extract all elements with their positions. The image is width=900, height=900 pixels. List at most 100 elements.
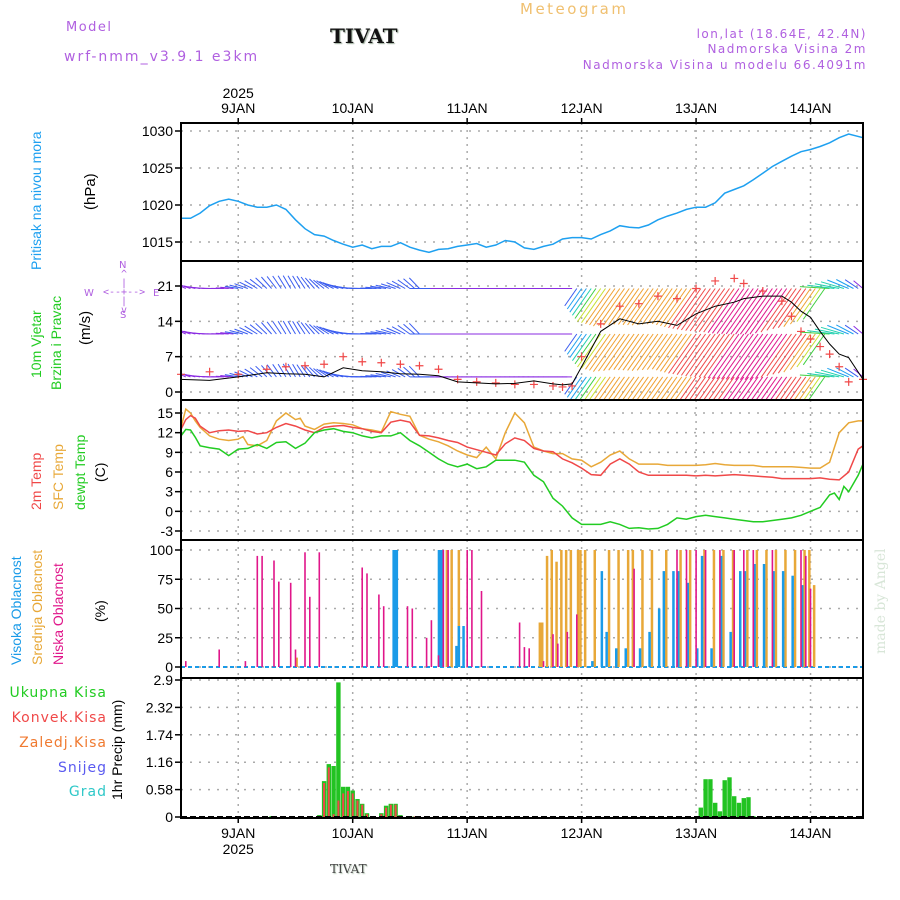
wind-arrow <box>386 282 401 289</box>
mid-cloud-bar <box>295 657 298 667</box>
wind-arrow <box>266 364 277 378</box>
y-tick-label: 75 <box>157 571 173 587</box>
conv-precip-bar <box>394 804 397 817</box>
high-cloud-bar <box>743 571 747 667</box>
mid-cloud-bar <box>617 550 620 667</box>
wind-arrow <box>316 325 330 335</box>
legend-snow: Snijeg <box>57 760 107 776</box>
t2m-line <box>180 414 864 481</box>
wind-arrow <box>569 333 587 358</box>
x-tick-label-top: 13JAN <box>675 100 717 116</box>
gust-marker <box>797 327 805 336</box>
wind-arrow <box>636 376 654 400</box>
high-cloud-bar <box>739 571 742 667</box>
high-cloud-bar <box>677 571 680 667</box>
wind-arrow <box>585 288 611 325</box>
wind-arrow <box>296 364 306 378</box>
gust-marker <box>396 360 405 369</box>
wind-arrow <box>641 376 659 400</box>
low-cloud-bar <box>528 648 530 667</box>
wind-arrow <box>316 280 330 289</box>
station-title: TIVAT <box>330 24 398 48</box>
wind-arrow <box>744 288 778 335</box>
low-cloud-bar <box>406 606 409 667</box>
total-precip-bar <box>703 779 708 817</box>
low-cloud-bar <box>771 550 774 667</box>
wind-arrow <box>566 288 583 310</box>
wind-arrow <box>646 333 673 370</box>
wind-arrow <box>397 367 411 378</box>
wind-arrow <box>181 374 187 378</box>
mid-cloud-bar <box>555 561 558 667</box>
wind-arrow <box>694 333 726 378</box>
wind-arrow <box>631 376 649 400</box>
wind-arrow <box>309 324 320 335</box>
low-cloud-bar <box>256 555 259 667</box>
x-tick-label-top: 11JAN <box>447 100 488 116</box>
total-precip-bar <box>746 797 751 817</box>
model-name: wrf-nmm_v3.9.1 e3km <box>64 49 260 65</box>
wind-arrow <box>798 376 816 400</box>
gust-marker <box>558 382 567 391</box>
mid-cloud-bar <box>774 550 778 667</box>
wind-arrow <box>749 288 783 335</box>
low-cloud-bar <box>261 555 263 667</box>
wind-arrow <box>721 288 754 335</box>
gust-marker <box>844 377 853 386</box>
wind-arrow <box>569 288 587 313</box>
low-cloud-bar <box>437 655 440 667</box>
wind-arrow <box>603 288 630 326</box>
gust-marker <box>777 297 786 306</box>
wind-arrow <box>581 333 606 369</box>
y-tick-label: 21 <box>157 278 173 294</box>
conv-precip-bar <box>413 816 416 817</box>
wind-arrow <box>603 333 630 371</box>
wind-arrow <box>685 333 716 377</box>
wind-arrow <box>796 288 821 322</box>
wind-arrow <box>707 376 726 400</box>
wind-arrow <box>814 371 840 378</box>
low-cloud-bar <box>466 550 468 667</box>
high-cloud-bar <box>729 631 732 667</box>
wind-arrow <box>607 376 625 400</box>
wind-arrow <box>622 333 649 371</box>
wind-arrow <box>668 333 697 374</box>
wind-arrow <box>592 333 621 372</box>
gust-marker <box>262 365 271 374</box>
wind-arrow <box>777 288 807 328</box>
wind-arrow <box>650 376 668 400</box>
low-cloud-bar <box>733 550 735 667</box>
high-cloud-bar <box>624 648 627 667</box>
high-cloud-bar <box>638 648 642 667</box>
wind-arrow <box>566 333 583 355</box>
wind-arrow <box>663 288 692 328</box>
model-label: Model <box>66 20 113 35</box>
mid-cloud-bar <box>450 550 453 667</box>
mid-cloud-bar <box>641 550 644 667</box>
wind-arrow <box>784 376 802 400</box>
wind-arrow <box>272 321 282 335</box>
wind-arrow <box>680 333 711 376</box>
wind-arrow <box>564 288 578 307</box>
wind-arrow <box>627 288 654 326</box>
wind-arrow <box>277 363 287 378</box>
wind-arrow <box>735 288 769 335</box>
high-cloud-bar <box>600 571 604 667</box>
gust-marker <box>320 360 329 369</box>
wind-arrow <box>651 333 678 370</box>
conv-precip-bar <box>337 800 340 817</box>
conv-precip-bar <box>323 783 326 817</box>
wind-arrow <box>564 333 578 352</box>
wind-arrow <box>688 376 707 400</box>
wind-arrow <box>744 333 778 380</box>
coords-label: lon,lat (18.64E, 42.4N) <box>696 27 867 41</box>
conv-precip-bar <box>389 804 392 817</box>
low-cloud-bar <box>704 550 707 667</box>
x-tick-label-top: 14JAN <box>790 100 832 116</box>
y-tick-label: 15 <box>157 405 173 421</box>
high-cloud-bar <box>462 626 465 667</box>
wind-arrow <box>304 322 315 335</box>
low-cloud-bar <box>676 550 678 667</box>
wind-arrow <box>292 275 301 289</box>
high-cloud-bar <box>781 571 785 667</box>
